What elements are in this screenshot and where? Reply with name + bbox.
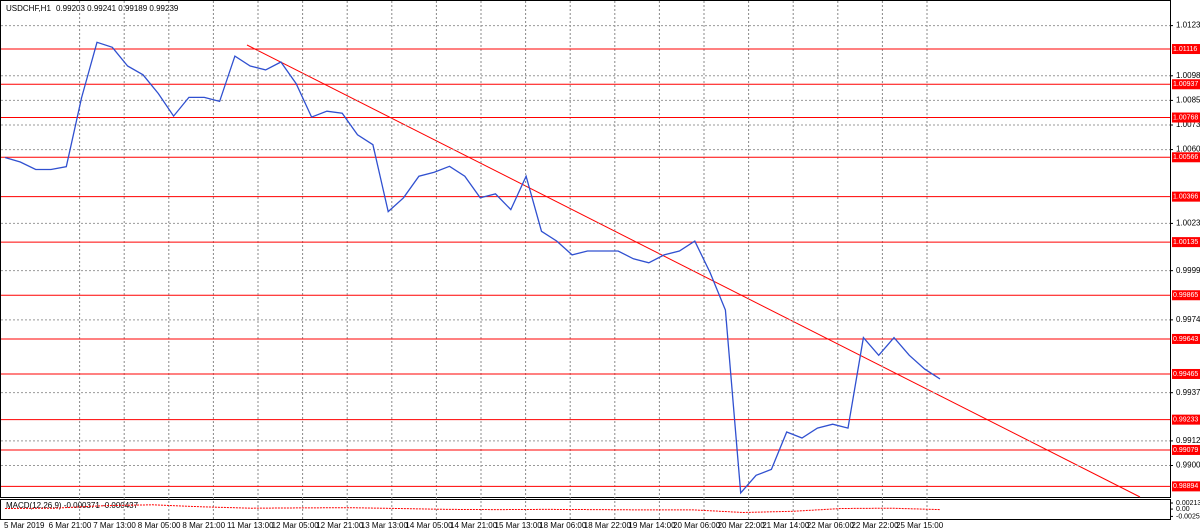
x-tick-label: 25 Mar 15:00 [896, 521, 944, 530]
macd-tick-label: -0.00259 [1176, 513, 1200, 520]
x-tick-label: 22 Mar 22:00 [851, 521, 899, 530]
x-tick-label: 13 Mar 13:00 [361, 521, 409, 530]
level-label: 1.00366 [1173, 193, 1198, 200]
x-tick-label: 14 Mar 21:00 [450, 521, 498, 530]
x-tick-label: 12 Mar 05:00 [272, 521, 320, 530]
level-label: 0.99643 [1173, 336, 1198, 343]
level-tag [1172, 191, 1200, 202]
x-tick-label: 20 Mar 06:00 [673, 521, 721, 530]
x-tick-label: 8 Mar 21:00 [182, 521, 225, 530]
x-tick-label: 22 Mar 06:00 [807, 521, 855, 530]
level-label: 0.99079 [1173, 447, 1198, 454]
level-label: 1.00566 [1173, 154, 1198, 161]
x-tick-label: 6 Mar 21:00 [49, 521, 92, 530]
macd-tick-label: 0.00 [1176, 506, 1190, 513]
x-tick-label: 15 Mar 13:00 [495, 521, 543, 530]
x-tick-label: 7 Mar 13:00 [93, 521, 136, 530]
x-tick-label: 5 Mar 2019 [4, 521, 45, 530]
macd-label: MACD(12,26,9) -0.000371 -0.000437 [6, 501, 139, 510]
y-tick-label: 0.99000 [1176, 461, 1200, 470]
macd-tick-label: 0.002136 [1176, 500, 1200, 507]
y-tick-label: 1.00605 [1176, 145, 1200, 154]
x-tick-label: 18 Mar 06:00 [539, 521, 587, 530]
level-tag [1172, 414, 1200, 425]
level-label: 0.98894 [1173, 483, 1198, 490]
level-tag [1172, 368, 1200, 379]
y-tick-label: 0.99125 [1176, 436, 1200, 445]
ohlc: 0.99203 0.99241 0.99189 0.99239 [56, 4, 179, 13]
level-tag [1172, 481, 1200, 492]
level-tag [1172, 333, 1200, 344]
y-tick-label: 1.00730 [1176, 120, 1200, 129]
level-tag [1172, 237, 1200, 248]
level-tag [1172, 152, 1200, 163]
level-tag [1172, 79, 1200, 90]
x-tick-label: 21 Mar 14:00 [762, 521, 810, 530]
main-panel [0, 0, 1171, 498]
x-tick-label: 20 Mar 22:00 [718, 521, 766, 530]
x-tick-label: 8 Mar 05:00 [138, 521, 181, 530]
x-tick-label: 12 Mar 21:00 [316, 521, 364, 530]
symbol: USDCHF,H1 [6, 4, 51, 13]
level-label: 1.00135 [1173, 239, 1198, 246]
x-tick-label: 18 Mar 22:00 [584, 521, 632, 530]
x-tick-label: 19 Mar 14:00 [628, 521, 676, 530]
level-label: 1.00768 [1173, 114, 1198, 121]
y-tick-label: 1.01235 [1176, 21, 1200, 30]
level-tag [1172, 444, 1200, 455]
x-tick-label: 11 Mar 13:00 [227, 521, 274, 530]
level-tag [1172, 112, 1200, 123]
level-tag [1172, 44, 1200, 55]
level-label: 1.01116 [1173, 46, 1197, 53]
y-tick-label: 1.00980 [1176, 71, 1200, 80]
y-tick-label: 1.00855 [1176, 96, 1200, 105]
level-tag [1172, 290, 1200, 301]
x-tick-label: 14 Mar 05:00 [405, 521, 453, 530]
level-label: 0.99865 [1173, 292, 1198, 299]
level-label: 1.00937 [1173, 81, 1198, 88]
price-line [4, 41, 941, 495]
level-label: 0.99233 [1173, 416, 1198, 423]
level-label: 0.99465 [1173, 371, 1198, 378]
